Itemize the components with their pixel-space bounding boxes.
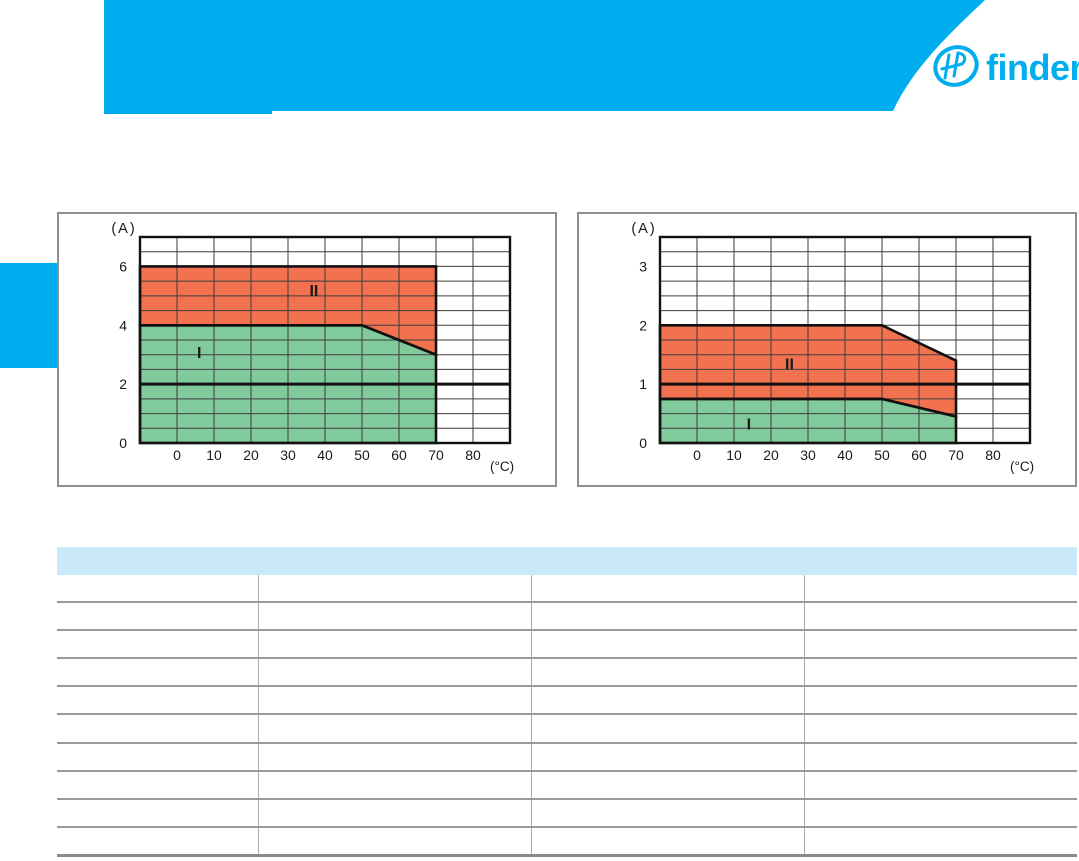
table-cell (805, 631, 1077, 657)
x-tick-label: 40 (317, 447, 333, 463)
x-tick-label: 50 (874, 447, 890, 463)
left-section-tab (0, 263, 57, 368)
x-axis-unit-label: (°C) (490, 459, 514, 474)
table-cell (805, 575, 1077, 601)
x-tick-label: 60 (911, 447, 927, 463)
header-band-tab-edge (104, 111, 272, 114)
x-tick-label: 10 (206, 447, 222, 463)
table-cell (532, 743, 805, 770)
table-cell (259, 575, 532, 602)
plot-frame (138, 235, 512, 445)
table-cell (532, 603, 805, 630)
x-tick-label: 20 (763, 447, 779, 463)
table-cell (259, 631, 532, 658)
table-cell (259, 603, 532, 630)
y-tick-label: 2 (119, 376, 127, 392)
x-tick-label: 70 (428, 447, 444, 463)
table-row (57, 631, 1077, 660)
x-tick-label: 50 (354, 447, 370, 463)
table-cell (532, 659, 805, 686)
table-cell (259, 799, 532, 826)
table-cell (532, 715, 805, 742)
rating-chart-panel-1: 0 10 20 30 40 50 60 70 80 0 2 4 6 (A) (°C) I II (57, 212, 557, 487)
x-tick-label: 30 (800, 447, 816, 463)
table-cell (805, 659, 1077, 685)
table-cell (259, 827, 532, 854)
plot-frame (658, 235, 1032, 445)
table-row (57, 771, 1077, 800)
table-cell (805, 828, 1077, 854)
table-row (57, 827, 1077, 857)
y-axis-unit-label: (A) (631, 221, 656, 237)
header-band: finder (104, 0, 1079, 114)
table-cell (259, 743, 532, 770)
region-label-II: II (309, 283, 318, 300)
table-cell (57, 827, 259, 854)
table-cell (532, 575, 805, 602)
y-tick-label: 6 (119, 258, 127, 274)
table-cell (57, 715, 259, 742)
table-row (57, 715, 1077, 744)
table-cell (57, 659, 259, 686)
x-tick-label: 0 (693, 447, 701, 463)
table-cell (805, 800, 1077, 826)
y-tick-label: 1 (639, 376, 647, 392)
x-tick-label: 80 (985, 447, 1001, 463)
y-tick-label: 0 (639, 435, 647, 451)
table-cell (805, 715, 1077, 741)
y-tick-label: 3 (639, 258, 647, 274)
x-tick-label: 40 (837, 447, 853, 463)
table-cell (532, 687, 805, 714)
y-tick-label: 4 (119, 317, 127, 333)
table-row (57, 659, 1077, 688)
table-cell (805, 772, 1077, 798)
header-swoosh (893, 0, 1079, 111)
x-tick-label: 80 (465, 447, 481, 463)
table-row (57, 603, 1077, 632)
x-tick-label: 60 (391, 447, 407, 463)
region-label-II: II (785, 357, 794, 374)
table-cell (532, 631, 805, 658)
table-row (57, 743, 1077, 772)
table-row (57, 687, 1077, 716)
y-axis-unit-label: (A) (111, 221, 136, 237)
x-tick-label: 20 (243, 447, 259, 463)
region-label-I: I (747, 417, 751, 434)
table-cell (259, 687, 532, 714)
spec-table (57, 547, 1077, 857)
table-cell (57, 743, 259, 770)
table-header-band (57, 547, 1077, 575)
table-cell (57, 631, 259, 658)
table-cell (532, 827, 805, 854)
table-cell (532, 799, 805, 826)
x-tick-label: 0 (173, 447, 181, 463)
table-cell (57, 799, 259, 826)
x-tick-label: 70 (948, 447, 964, 463)
region-label-I: I (197, 345, 201, 362)
x-axis-unit-label: (°C) (1010, 459, 1034, 474)
table-cell (805, 687, 1077, 713)
table-cell (805, 603, 1077, 629)
table-cell (532, 771, 805, 798)
table-cell (57, 575, 259, 602)
x-tick-label: 10 (726, 447, 742, 463)
table-cell (259, 715, 532, 742)
table-cell (57, 771, 259, 798)
spec-table-rows (57, 575, 1077, 857)
rating-chart-panel-2: 0 10 20 30 40 50 60 70 80 0 1 2 3 (A) (°C) I II (577, 212, 1077, 487)
y-tick-label: 0 (119, 435, 127, 451)
table-row (57, 575, 1077, 604)
table-cell (805, 744, 1077, 770)
table-row (57, 799, 1077, 828)
x-tick-label: 30 (280, 447, 296, 463)
table-cell (259, 659, 532, 686)
table-cell (57, 603, 259, 630)
table-cell (57, 687, 259, 714)
table-cell (259, 771, 532, 798)
y-tick-label: 2 (639, 317, 647, 333)
